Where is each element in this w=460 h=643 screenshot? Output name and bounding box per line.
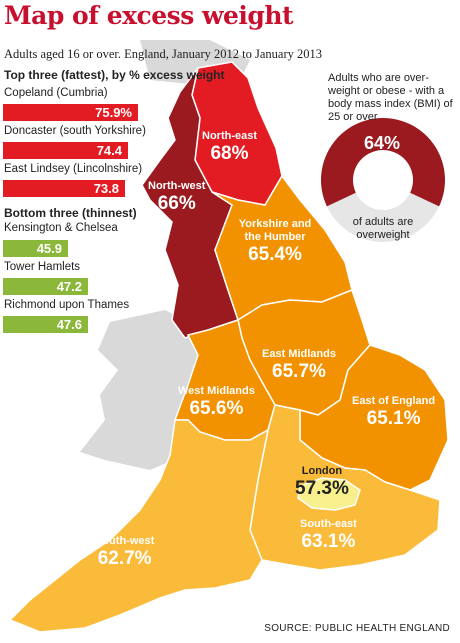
region-value: 57.3% (295, 478, 349, 499)
donut-remainder-segment (326, 192, 440, 242)
region-label-north-west: North-west 66% (148, 180, 205, 215)
region-value: 63.1% (301, 531, 356, 552)
bottom-item-label: Richmond upon Thames (4, 299, 130, 311)
region-label-north-east: North-east 68% (202, 130, 257, 165)
top-item-bar: 73.8 (3, 180, 125, 197)
region-name: North-west (148, 180, 206, 192)
region-label-east-midlands: East Midlands 65.7% (262, 348, 336, 383)
donut-percent: 64% (363, 133, 401, 153)
top-three-heading: Top three (fattest), by % excess weight (4, 68, 225, 82)
region-value: 66% (157, 193, 196, 214)
region-name: London (301, 465, 343, 477)
donut-caption: of adults are overweight (352, 216, 414, 241)
region-name: North-east (202, 130, 258, 142)
region-name: South-east (300, 518, 357, 530)
top-item-label: Copeland (Cumbria) (4, 87, 108, 99)
region-value: 65.1% (366, 408, 421, 429)
inset-description: Adults who are over-weight or obese - wi… (328, 72, 453, 123)
region-label-yorkshire: Yorkshire and the Humber 65.4% (230, 218, 320, 266)
region-value: 65.7% (272, 361, 326, 382)
region-value: 65.6% (189, 398, 244, 419)
wales-land (80, 310, 198, 470)
region-north-west (141, 67, 239, 339)
top-item-bar: 74.4 (3, 142, 128, 159)
region-name: South-west (95, 535, 155, 547)
bottom-item-bar: 45.9 (3, 240, 68, 257)
overweight-donut (321, 118, 445, 242)
region-label-west-midlands: West Midlands 65.6% (178, 385, 255, 420)
page-title: Map of excess weight (4, 1, 294, 30)
bottom-item-label: Kensington & Chelsea (4, 222, 118, 234)
region-label-south-east: South-east 63.1% (300, 518, 357, 553)
region-label-london: London 57.3% (295, 465, 349, 500)
region-london (297, 477, 361, 511)
region-label-east-of-england: East of England 65.1% (352, 395, 435, 430)
top-item-label: Doncaster (south Yorkshire) (4, 125, 146, 137)
bottom-item-bar: 47.2 (3, 278, 88, 295)
donut-overweight-segment (321, 118, 445, 207)
top-item-label: East Lindsey (Lincolnshire) (4, 163, 143, 175)
top-item-bar: 75.9% (3, 104, 138, 121)
region-value: 65.4% (248, 244, 302, 265)
source-note: SOURCE: PUBLIC HEALTH ENGLAND (264, 623, 450, 634)
subtitle: Adults aged 16 or over. England, January… (4, 47, 322, 61)
region-name: Yorkshire and the Humber (238, 218, 312, 243)
region-label-south-west: South-west 62.7% (95, 535, 154, 570)
region-value: 62.7% (97, 548, 152, 569)
region-name: West Midlands (178, 385, 255, 397)
bottom-three-heading: Bottom three (thinnest) (4, 206, 137, 220)
bottom-item-label: Tower Hamlets (4, 261, 81, 273)
region-south-west (8, 419, 270, 633)
region-name: East Midlands (262, 348, 336, 360)
region-value: 68% (210, 143, 249, 164)
region-name: East of England (352, 395, 436, 407)
bottom-item-bar: 47.6 (3, 316, 88, 333)
